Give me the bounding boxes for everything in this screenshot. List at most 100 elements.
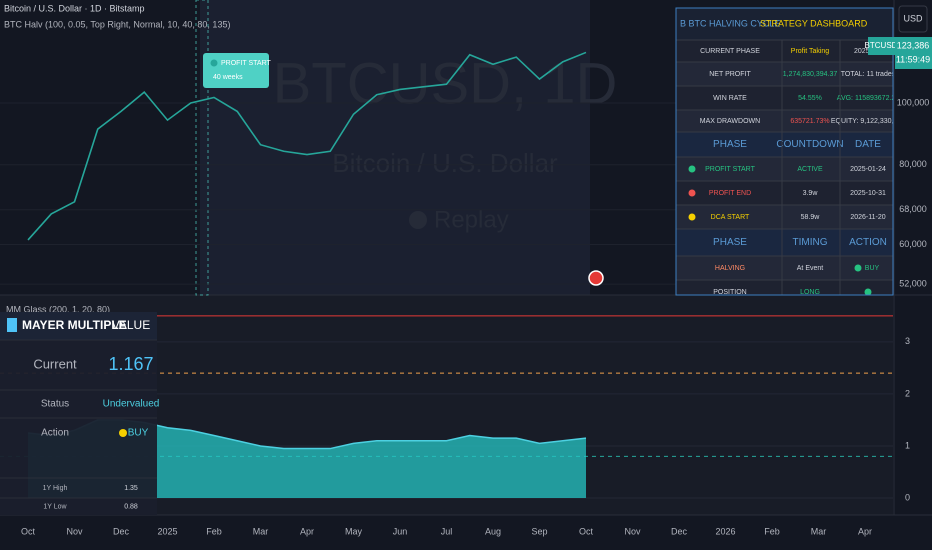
event-band [195,0,209,296]
time-tick-label: Oct [579,526,594,536]
table-cell: 1,274,830,394.37 [783,71,838,78]
time-tick-label: Dec [113,526,130,536]
section-header: DATE [855,139,881,150]
currency[interactable]: USD [903,13,923,23]
mayer-tick-label: 2 [905,388,910,398]
section-row [676,229,893,256]
time-tick-label: Mar [253,526,269,536]
table-cell: EQUITY: 9,122,330,289 [831,118,905,125]
mayer-row-value: 0.88 [124,503,138,510]
table-cell: 2025-01-24 [850,166,886,173]
mayer-icon [7,318,17,332]
price-tick-label: 80,000 [899,159,927,169]
mayer-title: MAYER MULTIPLE [22,318,127,332]
time-tick-label: Mar [811,526,827,536]
table-row [676,157,893,181]
status-dot [864,288,872,295]
mayer-row-label: Current [33,356,77,371]
section-header: PHASE [713,139,747,150]
table-row [676,181,893,205]
table-cell: PROFIT START [705,166,756,173]
mayer-row-value: 1.35 [124,485,138,492]
mayer-row-value: 1.167 [108,354,153,374]
section-header: TIMING [793,237,828,248]
mayer-row-value: BUY [128,428,149,439]
section-header: COUNTDOWN [776,139,843,150]
status-dot [854,264,862,272]
mayer-table-header [0,312,157,340]
table-row [676,110,893,132]
status-dot [688,213,696,221]
marker-icon [588,270,604,286]
mayer-row-label: 1Y Low [43,503,67,510]
mayer-row-label: 1Y High [43,485,68,492]
indicator-line: BTC Halv (100, 0.05, Top Right, Normal, … [4,19,230,29]
table-cell: 54.55% [798,95,822,102]
event-label-box [203,53,269,88]
table-cell: POSITION [713,289,746,296]
mayer-tick-label: 1 [905,440,910,450]
section-row [676,132,893,157]
table-cell: 2025-10-31 [850,190,886,197]
table-cell: ACTIVE [797,166,823,173]
time-tick-label: Jul [441,526,453,536]
currency-button[interactable] [898,5,928,33]
time-tick-label: Aug [485,526,501,536]
symbol-tag-box [868,37,895,55]
symbol-tag: BTCUSD [865,41,898,50]
time-tick-label: Feb [206,526,222,536]
dashboard-border [675,7,894,296]
table-cell: LONG [800,289,820,296]
table-cell: 3.9w [803,190,819,197]
section-header: ACTION [849,237,887,248]
time-tick-label: Dec [671,526,688,536]
table-row [676,62,893,86]
time-tick-label: Nov [624,526,641,536]
status-dot [688,165,696,173]
table-row [676,40,893,62]
event-label-subtitle: 40 weeks [213,74,243,81]
table-cell: PROFIT END [709,190,751,197]
symbol-line: Bitcoin / U.S. Dollar · 1D · Bitstamp [4,3,145,13]
phase-shade [200,0,590,295]
price-tick-label: 68,000 [899,204,927,214]
dashboard-header-bg [676,8,893,40]
mayer-row-label: Action [41,428,69,439]
table-row [676,280,893,295]
mayer-table-bg [0,312,157,515]
table-cell: At Event [797,265,824,272]
table-cell: Profit Taking [791,48,829,55]
table-cell: NET PROFIT [709,71,751,78]
time-tick-label: Sep [531,526,547,536]
lower-indicator: MM Glass (200, 1, 20, 80) [6,304,110,314]
table-cell: MAX DRAWDOWN [700,118,760,125]
event-dot [210,59,218,67]
time-tick-label: Apr [300,526,314,536]
table-cell: AVG: 115893672.22 [837,95,900,102]
status-dot [119,429,127,437]
mayer-row-value: Undervalued [103,399,160,410]
mayer-tick-label: 0 [905,492,910,502]
price-tick-label: 52,000 [899,279,927,289]
mayer-value-header: VALUE [112,318,150,332]
time-tick-label: Jun [393,526,408,536]
watermark-name: Bitcoin / U.S. Dollar [332,148,558,178]
table-cell: CURRENT PHASE [700,48,760,55]
time-tick-label: 2025 [157,526,177,536]
mayer-area [28,419,586,498]
table-cell: DCA START [711,214,750,221]
axes: 52,000 60,000 68,000 80,000 100,000 0 1 2 3 Oct No… [21,97,929,536]
dashboard-title-left: B BTC HALVING CYCLE [680,18,780,28]
countdown: 11:59:49 [896,54,930,64]
time-tick-label: Oct [21,526,36,536]
time-tick-label: Feb [764,526,780,536]
last-price: 123,386 [897,40,930,50]
time-tick-label: Apr [858,526,872,536]
event-label-title: PROFIT START [221,60,272,67]
price-tick-label: 60,000 [899,239,927,249]
table-row [676,205,893,229]
price-line [27,51,587,241]
